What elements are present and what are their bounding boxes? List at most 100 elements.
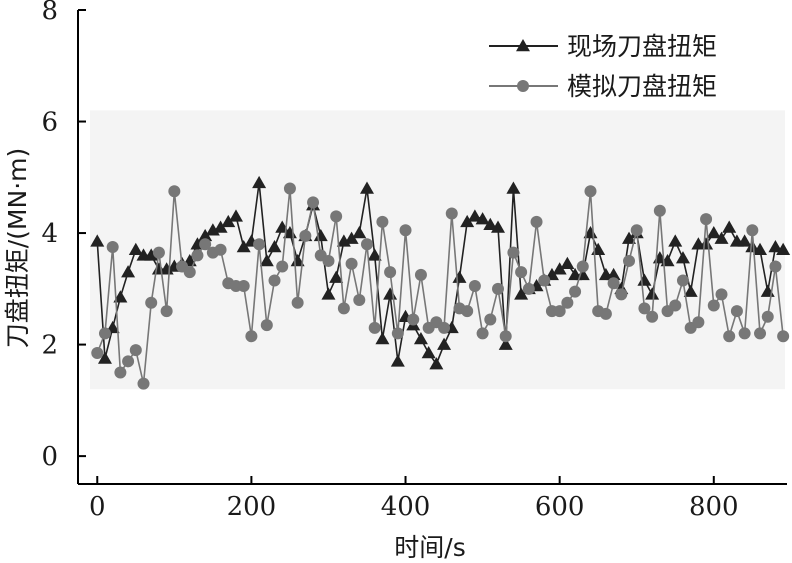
series-2-point [700, 213, 713, 226]
x-tick-label: 600 [535, 492, 585, 522]
series-2-point [214, 243, 227, 256]
chart-marks [90, 175, 791, 390]
series-2-point [646, 310, 659, 323]
series-2-point [122, 355, 135, 368]
x-tick-label: 800 [689, 492, 739, 522]
series-1-point [483, 217, 498, 230]
series-2-point [438, 321, 451, 334]
series-1-point [198, 228, 213, 242]
series-2-point [337, 302, 350, 315]
series-1-point [514, 287, 529, 300]
series-2-point [98, 327, 111, 340]
series-1-point [460, 214, 475, 228]
series-2-point [199, 238, 212, 251]
series-2-point [769, 260, 782, 273]
series-2-point [515, 266, 528, 279]
series-2-point [145, 296, 158, 309]
tick-labels: 0 2 4 6 8 0 200 400 600 800 [41, 0, 738, 522]
series-2-point [384, 266, 397, 279]
series-2-point [530, 215, 543, 228]
series-2-point [330, 210, 343, 223]
series-1-point [675, 251, 690, 264]
series-2-point [468, 280, 481, 293]
y-tick-label: 6 [41, 108, 58, 138]
series-2-point [615, 288, 628, 301]
series-1-point [622, 231, 637, 244]
x-tick-label: 0 [89, 492, 106, 522]
series-2-point [576, 260, 589, 273]
series-2-point [160, 305, 173, 318]
series-1-point [491, 220, 506, 233]
series-2-point [368, 321, 381, 334]
series-2-point [276, 260, 289, 273]
series-2-point [522, 282, 535, 295]
series-2-point [777, 330, 790, 343]
series-2-point [569, 285, 582, 298]
series-1-point [452, 270, 467, 283]
y-tick-label: 8 [41, 0, 58, 26]
series-2-point [183, 266, 196, 279]
y-axis-title: 刀盘扭矩/(MN·m) [3, 148, 32, 349]
series-2-point [91, 346, 104, 359]
series-2-point [676, 274, 689, 287]
series-1-point [367, 248, 382, 261]
series-1-point [506, 181, 521, 194]
y-tick-label: 2 [41, 331, 58, 361]
series-1-point [768, 240, 783, 253]
series-1-point [722, 220, 737, 233]
series-2-point [299, 229, 312, 242]
series-1-point [375, 332, 390, 345]
series-2-point [283, 182, 296, 195]
series-2-point [761, 310, 774, 323]
series-1-point [498, 337, 513, 350]
series-1-point [313, 228, 328, 242]
series-2 [91, 182, 790, 390]
series-2-point [399, 224, 412, 237]
series-2-point [345, 257, 358, 270]
series-2-point [607, 277, 620, 290]
series-1-point [321, 287, 336, 300]
series-2-point [638, 302, 651, 315]
series-1-point [121, 265, 136, 278]
series-1-point [552, 262, 567, 275]
series-1-point [429, 357, 444, 370]
series-2-point [253, 238, 266, 251]
series-2-point [507, 246, 520, 259]
series-2-point [191, 249, 204, 262]
series-2-point [746, 224, 759, 237]
x-tick-label: 400 [381, 492, 431, 522]
legend-marker-2 [517, 80, 529, 92]
x-axis-title: 时间/s [394, 533, 465, 562]
series-1-point [645, 287, 660, 300]
series-2-point [137, 377, 150, 390]
series-1-point [776, 242, 791, 256]
series-1-point [390, 354, 405, 367]
series-2-point [476, 327, 489, 340]
series-2-point [129, 344, 142, 357]
series-1-point [421, 345, 436, 359]
series-2-point [484, 313, 497, 326]
legend-label-2: 模拟刀盘扭矩 [567, 72, 717, 101]
series-1-point [699, 237, 714, 250]
series-2-point [360, 238, 373, 251]
series-1-point [668, 234, 683, 247]
series-2-point [245, 330, 258, 343]
series-1-point [90, 234, 105, 247]
series-1-point [413, 332, 428, 345]
series-1-point [113, 290, 128, 303]
legend-marker-1 [516, 39, 530, 52]
series-1-point [344, 231, 359, 244]
series-2-point [322, 254, 335, 267]
series-2-point [114, 366, 127, 379]
x-tick-label: 200 [227, 492, 277, 522]
series-1-point [329, 270, 344, 283]
series-1-point [683, 284, 698, 297]
series-1-point [560, 256, 575, 269]
series-2-point [584, 185, 597, 198]
series-2-point [730, 305, 743, 318]
series-1-point [221, 214, 236, 228]
series-1-point [259, 253, 274, 267]
series-1-point [252, 175, 267, 189]
series-2-point [754, 327, 767, 340]
